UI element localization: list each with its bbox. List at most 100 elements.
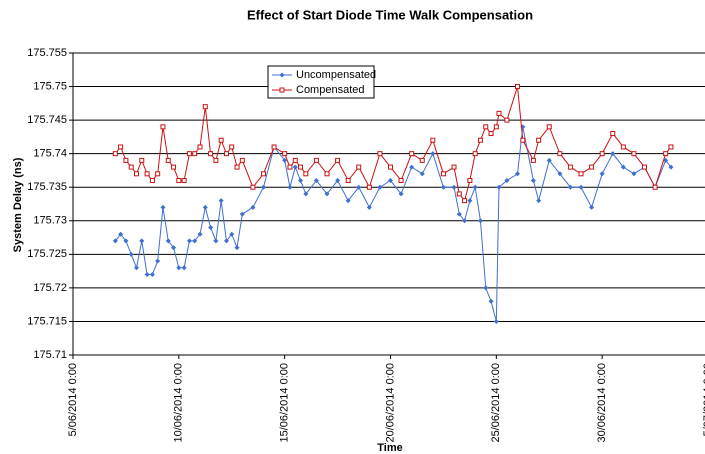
marker xyxy=(483,124,489,130)
marker xyxy=(515,171,520,177)
legend-marker xyxy=(279,72,285,78)
marker xyxy=(197,144,203,150)
marker xyxy=(292,164,298,170)
marker xyxy=(496,184,502,190)
marker xyxy=(250,204,256,210)
marker xyxy=(430,137,436,143)
marker xyxy=(208,151,214,157)
marker xyxy=(610,131,616,137)
y-tick-label: 175.725 xyxy=(27,248,67,260)
marker xyxy=(663,151,669,157)
marker xyxy=(160,124,166,130)
y-tick-label: 175.75 xyxy=(33,80,67,92)
marker xyxy=(631,151,637,157)
marker xyxy=(324,171,330,177)
x-tick-label: 5/07/2014 0:00 xyxy=(702,363,705,436)
marker xyxy=(620,164,626,170)
marker xyxy=(149,178,155,184)
marker xyxy=(118,231,124,237)
marker xyxy=(366,184,372,190)
marker xyxy=(398,178,404,184)
marker xyxy=(128,251,134,257)
marker xyxy=(261,171,266,177)
marker xyxy=(536,198,542,204)
marker xyxy=(467,198,473,204)
marker xyxy=(356,164,362,170)
marker xyxy=(567,164,573,170)
marker xyxy=(112,238,118,244)
marker xyxy=(456,211,462,217)
marker xyxy=(472,151,478,157)
y-tick-label: 175.71 xyxy=(33,349,67,361)
marker xyxy=(176,265,182,271)
marker xyxy=(409,164,415,170)
y-tick-label: 175.73 xyxy=(33,215,67,227)
chart-title: Effect of Start Diode Time Walk Compensa… xyxy=(247,7,533,22)
marker xyxy=(287,164,293,170)
marker xyxy=(282,157,288,163)
marker xyxy=(192,151,198,157)
marker xyxy=(599,171,605,177)
marker xyxy=(298,178,304,184)
marker xyxy=(388,164,393,170)
marker xyxy=(504,178,510,184)
marker xyxy=(176,178,182,184)
marker xyxy=(652,184,658,190)
marker xyxy=(213,157,219,163)
y-tick-label: 175.755 xyxy=(27,47,67,59)
marker xyxy=(493,318,499,324)
marker xyxy=(589,204,595,210)
marker xyxy=(451,184,457,190)
marker xyxy=(303,191,309,197)
marker xyxy=(218,198,224,204)
marker xyxy=(181,178,187,184)
marker xyxy=(610,151,616,157)
marker xyxy=(313,157,319,163)
marker xyxy=(631,171,637,177)
marker xyxy=(234,164,240,170)
marker xyxy=(134,171,139,177)
marker xyxy=(496,110,502,116)
marker xyxy=(239,211,245,217)
marker xyxy=(202,104,208,110)
marker xyxy=(430,151,436,157)
marker xyxy=(186,238,192,244)
marker xyxy=(557,151,563,157)
marker xyxy=(155,171,161,177)
marker xyxy=(144,271,150,277)
marker xyxy=(599,151,605,157)
marker xyxy=(139,157,145,163)
marker xyxy=(366,204,372,210)
marker xyxy=(298,164,304,170)
marker xyxy=(139,238,145,244)
marker xyxy=(186,151,192,157)
marker xyxy=(642,164,647,170)
marker xyxy=(504,117,510,123)
marker xyxy=(377,151,383,157)
marker xyxy=(123,238,129,244)
marker xyxy=(546,124,552,130)
marker xyxy=(345,178,351,184)
marker xyxy=(388,178,393,184)
marker xyxy=(483,285,489,291)
x-tick-label: 15/06/2014 0:00 xyxy=(279,363,291,443)
marker xyxy=(292,157,298,163)
marker xyxy=(567,184,573,190)
marker xyxy=(515,84,520,90)
marker xyxy=(223,151,229,157)
y-tick-label: 175.74 xyxy=(33,148,67,160)
marker xyxy=(118,144,124,150)
series xyxy=(112,84,674,204)
marker xyxy=(477,218,483,224)
marker xyxy=(493,124,499,130)
marker xyxy=(589,164,595,170)
marker xyxy=(197,231,203,237)
marker xyxy=(462,218,468,224)
y-tick-label: 175.715 xyxy=(27,315,67,327)
marker xyxy=(451,164,457,170)
marker xyxy=(472,184,478,190)
marker xyxy=(578,184,584,190)
marker xyxy=(223,238,229,244)
marker xyxy=(181,265,187,271)
